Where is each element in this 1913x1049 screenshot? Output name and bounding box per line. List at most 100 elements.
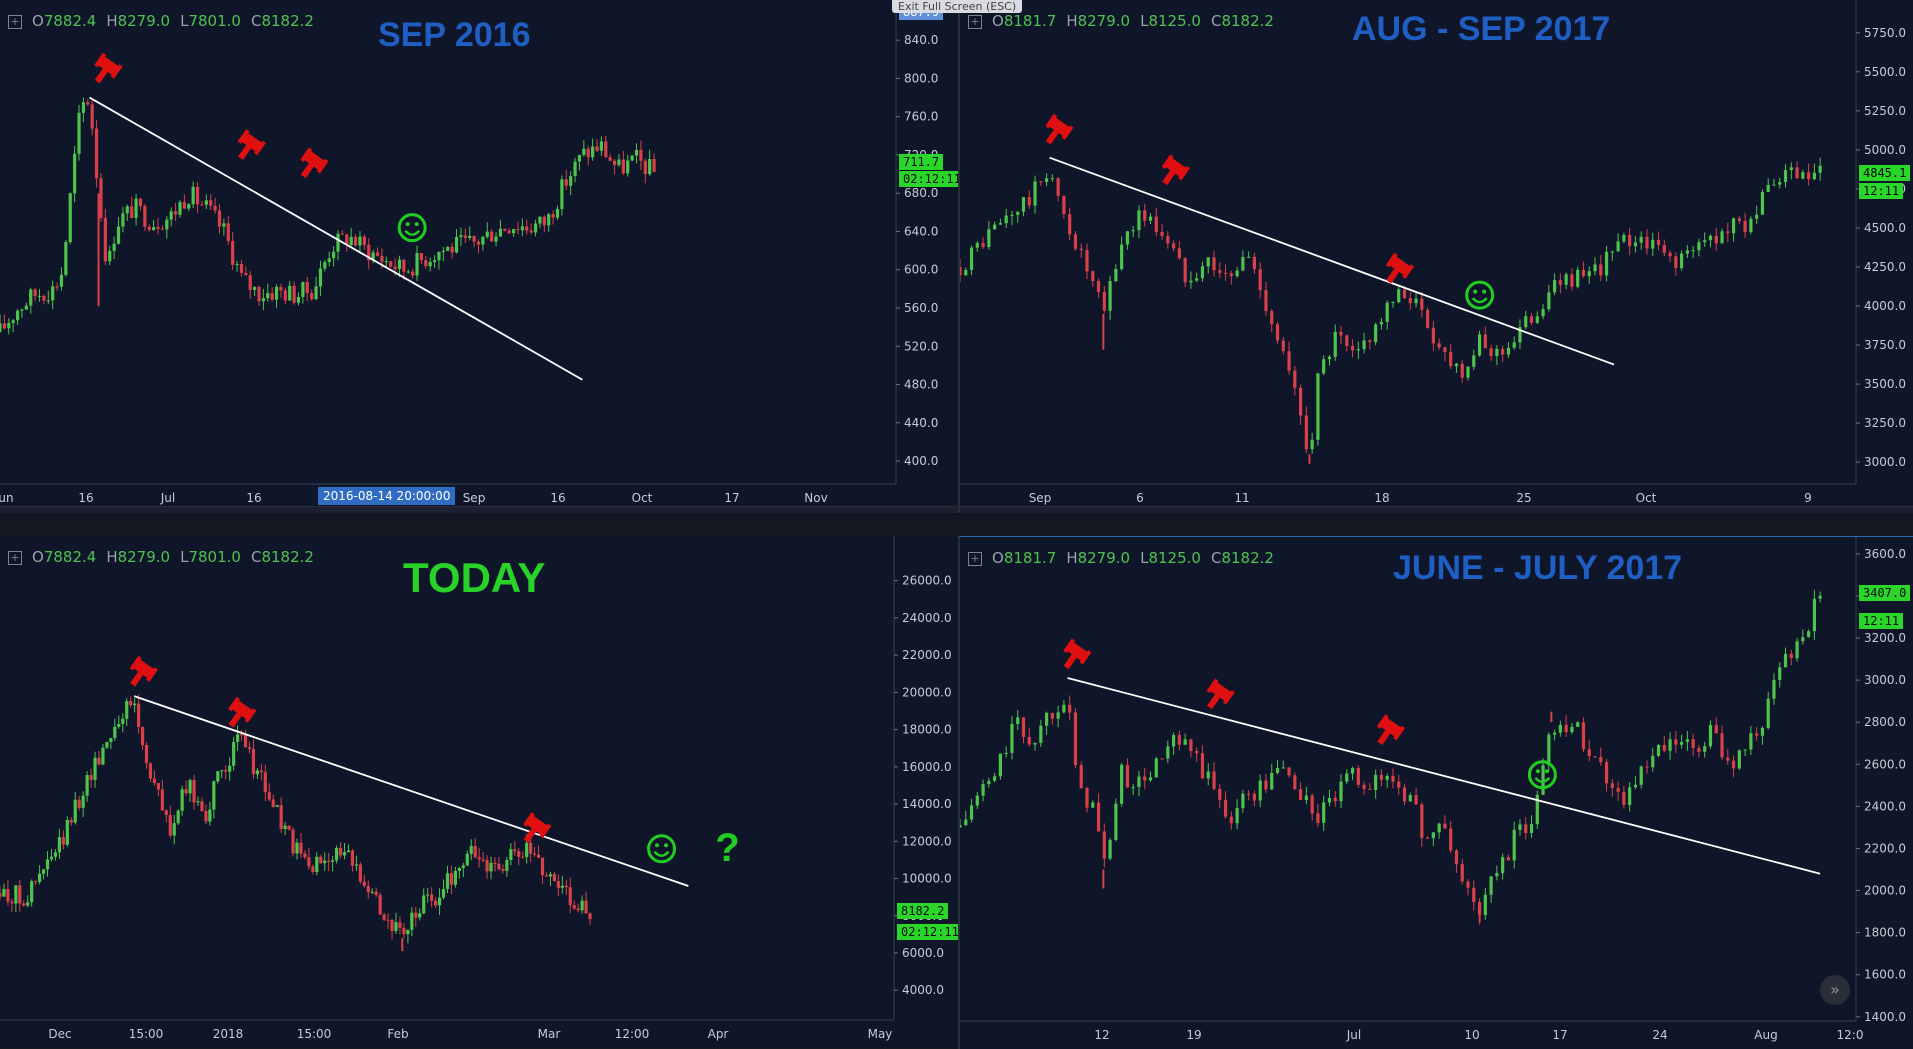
candle — [529, 223, 533, 235]
candle — [134, 193, 138, 226]
range-button-6m[interactable]: 6m — [1101, 507, 1138, 513]
candle — [1177, 730, 1181, 751]
trendline — [89, 96, 583, 381]
range-button-all[interactable]: All — [1246, 507, 1279, 513]
range-button-1d[interactable]: 1d — [0, 507, 33, 513]
candle — [1495, 345, 1499, 366]
candle — [1778, 177, 1782, 189]
goto-button[interactable]: Go to... — [319, 507, 381, 513]
chart-canvas[interactable]: 4000.06000.08000.010000.012000.014000.01… — [0, 536, 958, 1048]
candle — [975, 791, 979, 810]
candle — [340, 230, 345, 235]
candle — [454, 229, 459, 254]
chart-panel-today[interactable]: 4000.06000.08000.010000.012000.014000.01… — [0, 536, 958, 1048]
range-button-ytd[interactable]: YTD — [1139, 507, 1181, 513]
range-button-5d[interactable]: 5d — [33, 507, 66, 513]
add-indicator-icon[interactable]: + — [968, 551, 982, 566]
fullscreen-icon[interactable]: ⤢ — [1887, 507, 1913, 513]
candle — [1680, 250, 1684, 271]
candle — [248, 271, 252, 299]
option-button-ext[interactable]: ext — [1711, 507, 1748, 513]
candle — [560, 876, 564, 894]
range-button-5y[interactable]: 5y — [253, 507, 286, 513]
y-tick-label: 20000.0 — [902, 685, 952, 699]
candle — [314, 276, 318, 300]
candle — [1096, 278, 1101, 298]
range-button-5y[interactable]: 5y — [1213, 507, 1246, 513]
range-button-3m[interactable]: 3m — [1064, 507, 1101, 513]
candle — [11, 319, 15, 333]
candle — [81, 97, 86, 123]
add-indicator-icon[interactable]: + — [968, 14, 982, 29]
range-button-all[interactable]: All — [286, 507, 319, 513]
range-button-1y[interactable]: 1y — [1180, 507, 1213, 513]
candle — [446, 246, 450, 252]
candle — [327, 852, 331, 872]
chart-canvas[interactable]: 400.0 440.0 480.0 520.0 560.0 600.0 640.0 680.0… — [0, 0, 958, 513]
candle — [1662, 239, 1666, 257]
gear-icon[interactable]: ⚙ — [902, 507, 931, 513]
option-button-percent[interactable]: % — [791, 507, 820, 513]
range-button-1d[interactable]: 1d — [960, 507, 993, 513]
chart-canvas[interactable]: 3000.0 3250.0 3500.0 3750.0 4000.0 4250.0 4500… — [960, 0, 1913, 513]
range-button-ytd[interactable]: YTD — [179, 507, 221, 513]
option-button-ext[interactable]: ext — [754, 507, 791, 513]
chart-panel-sep-2016[interactable]: 400.0 440.0 480.0 520.0 560.0 600.0 640.0 680.0… — [0, 0, 958, 513]
y-tick-label: 1600.0 — [1864, 968, 1906, 982]
candle — [463, 228, 467, 244]
x-tick-label: 10 — [1464, 1028, 1479, 1042]
goto-button[interactable]: Go to... — [1279, 507, 1341, 513]
candle — [1304, 406, 1308, 454]
candle — [1223, 264, 1228, 281]
range-button-1m[interactable]: 1m — [67, 507, 104, 513]
option-button-log[interactable]: log — [1777, 507, 1813, 513]
option-button-auto[interactable]: auto — [1814, 507, 1859, 513]
candle — [591, 138, 595, 161]
chart-panel-aug-sep-2017[interactable]: 3000.0 3250.0 3500.0 3750.0 4000.0 4250.0 4500… — [958, 0, 1913, 513]
candle — [1339, 326, 1343, 345]
candle — [1477, 330, 1482, 357]
range-button-6m[interactable]: 6m — [141, 507, 178, 513]
chart-canvas[interactable]: 1400.0 1600.0 1800.0 2000.0 2200.0 2400.0 2600… — [960, 537, 1913, 1049]
option-button-log[interactable]: log — [820, 507, 856, 513]
option-button-percent[interactable]: % — [1748, 507, 1777, 513]
range-button-1y[interactable]: 1y — [220, 507, 253, 513]
candle — [1668, 250, 1672, 263]
y-tick-label: 3250.0 — [1864, 416, 1906, 430]
candle — [1512, 336, 1516, 350]
candle — [588, 912, 592, 926]
candle — [1091, 800, 1095, 808]
candle — [0, 314, 2, 333]
candle — [46, 290, 50, 305]
chart-panel-june-july-2017[interactable]: 1400.0 1600.0 1800.0 2000.0 2200.0 2400.0 2600… — [958, 536, 1913, 1049]
exit-fullscreen-tooltip: Exit Full Screen (ESC) — [892, 0, 1023, 13]
gear-icon[interactable]: ⚙ — [1859, 507, 1888, 513]
y-tick-label: 26000.0 — [902, 574, 952, 588]
candle — [247, 741, 252, 754]
option-button-auto[interactable]: auto — [857, 507, 902, 513]
candle — [1599, 255, 1603, 282]
range-button-3m[interactable]: 3m — [104, 507, 141, 513]
y-tick-label: 480.0 — [904, 378, 938, 392]
candle — [1639, 765, 1643, 789]
candle — [38, 865, 42, 885]
candle — [192, 774, 196, 810]
candle — [552, 872, 556, 882]
candle — [1206, 256, 1210, 274]
fullscreen-icon[interactable]: ⤢ — [930, 507, 958, 513]
candle — [222, 218, 226, 236]
candle — [384, 256, 388, 268]
range-button-5d[interactable]: 5d — [993, 507, 1026, 513]
candle — [59, 267, 64, 291]
candle — [279, 283, 283, 298]
candle — [113, 718, 117, 741]
add-indicator-icon[interactable]: + — [8, 14, 22, 29]
candle — [1345, 334, 1349, 352]
price-tag: 02:12:11 — [897, 923, 958, 940]
range-button-1m[interactable]: 1m — [1027, 507, 1064, 513]
scroll-to-realtime-button[interactable]: » — [1820, 975, 1850, 1005]
candle — [1397, 286, 1401, 304]
gavel-icon — [1063, 638, 1092, 670]
add-indicator-icon[interactable]: + — [8, 550, 22, 565]
candle — [1708, 720, 1713, 749]
